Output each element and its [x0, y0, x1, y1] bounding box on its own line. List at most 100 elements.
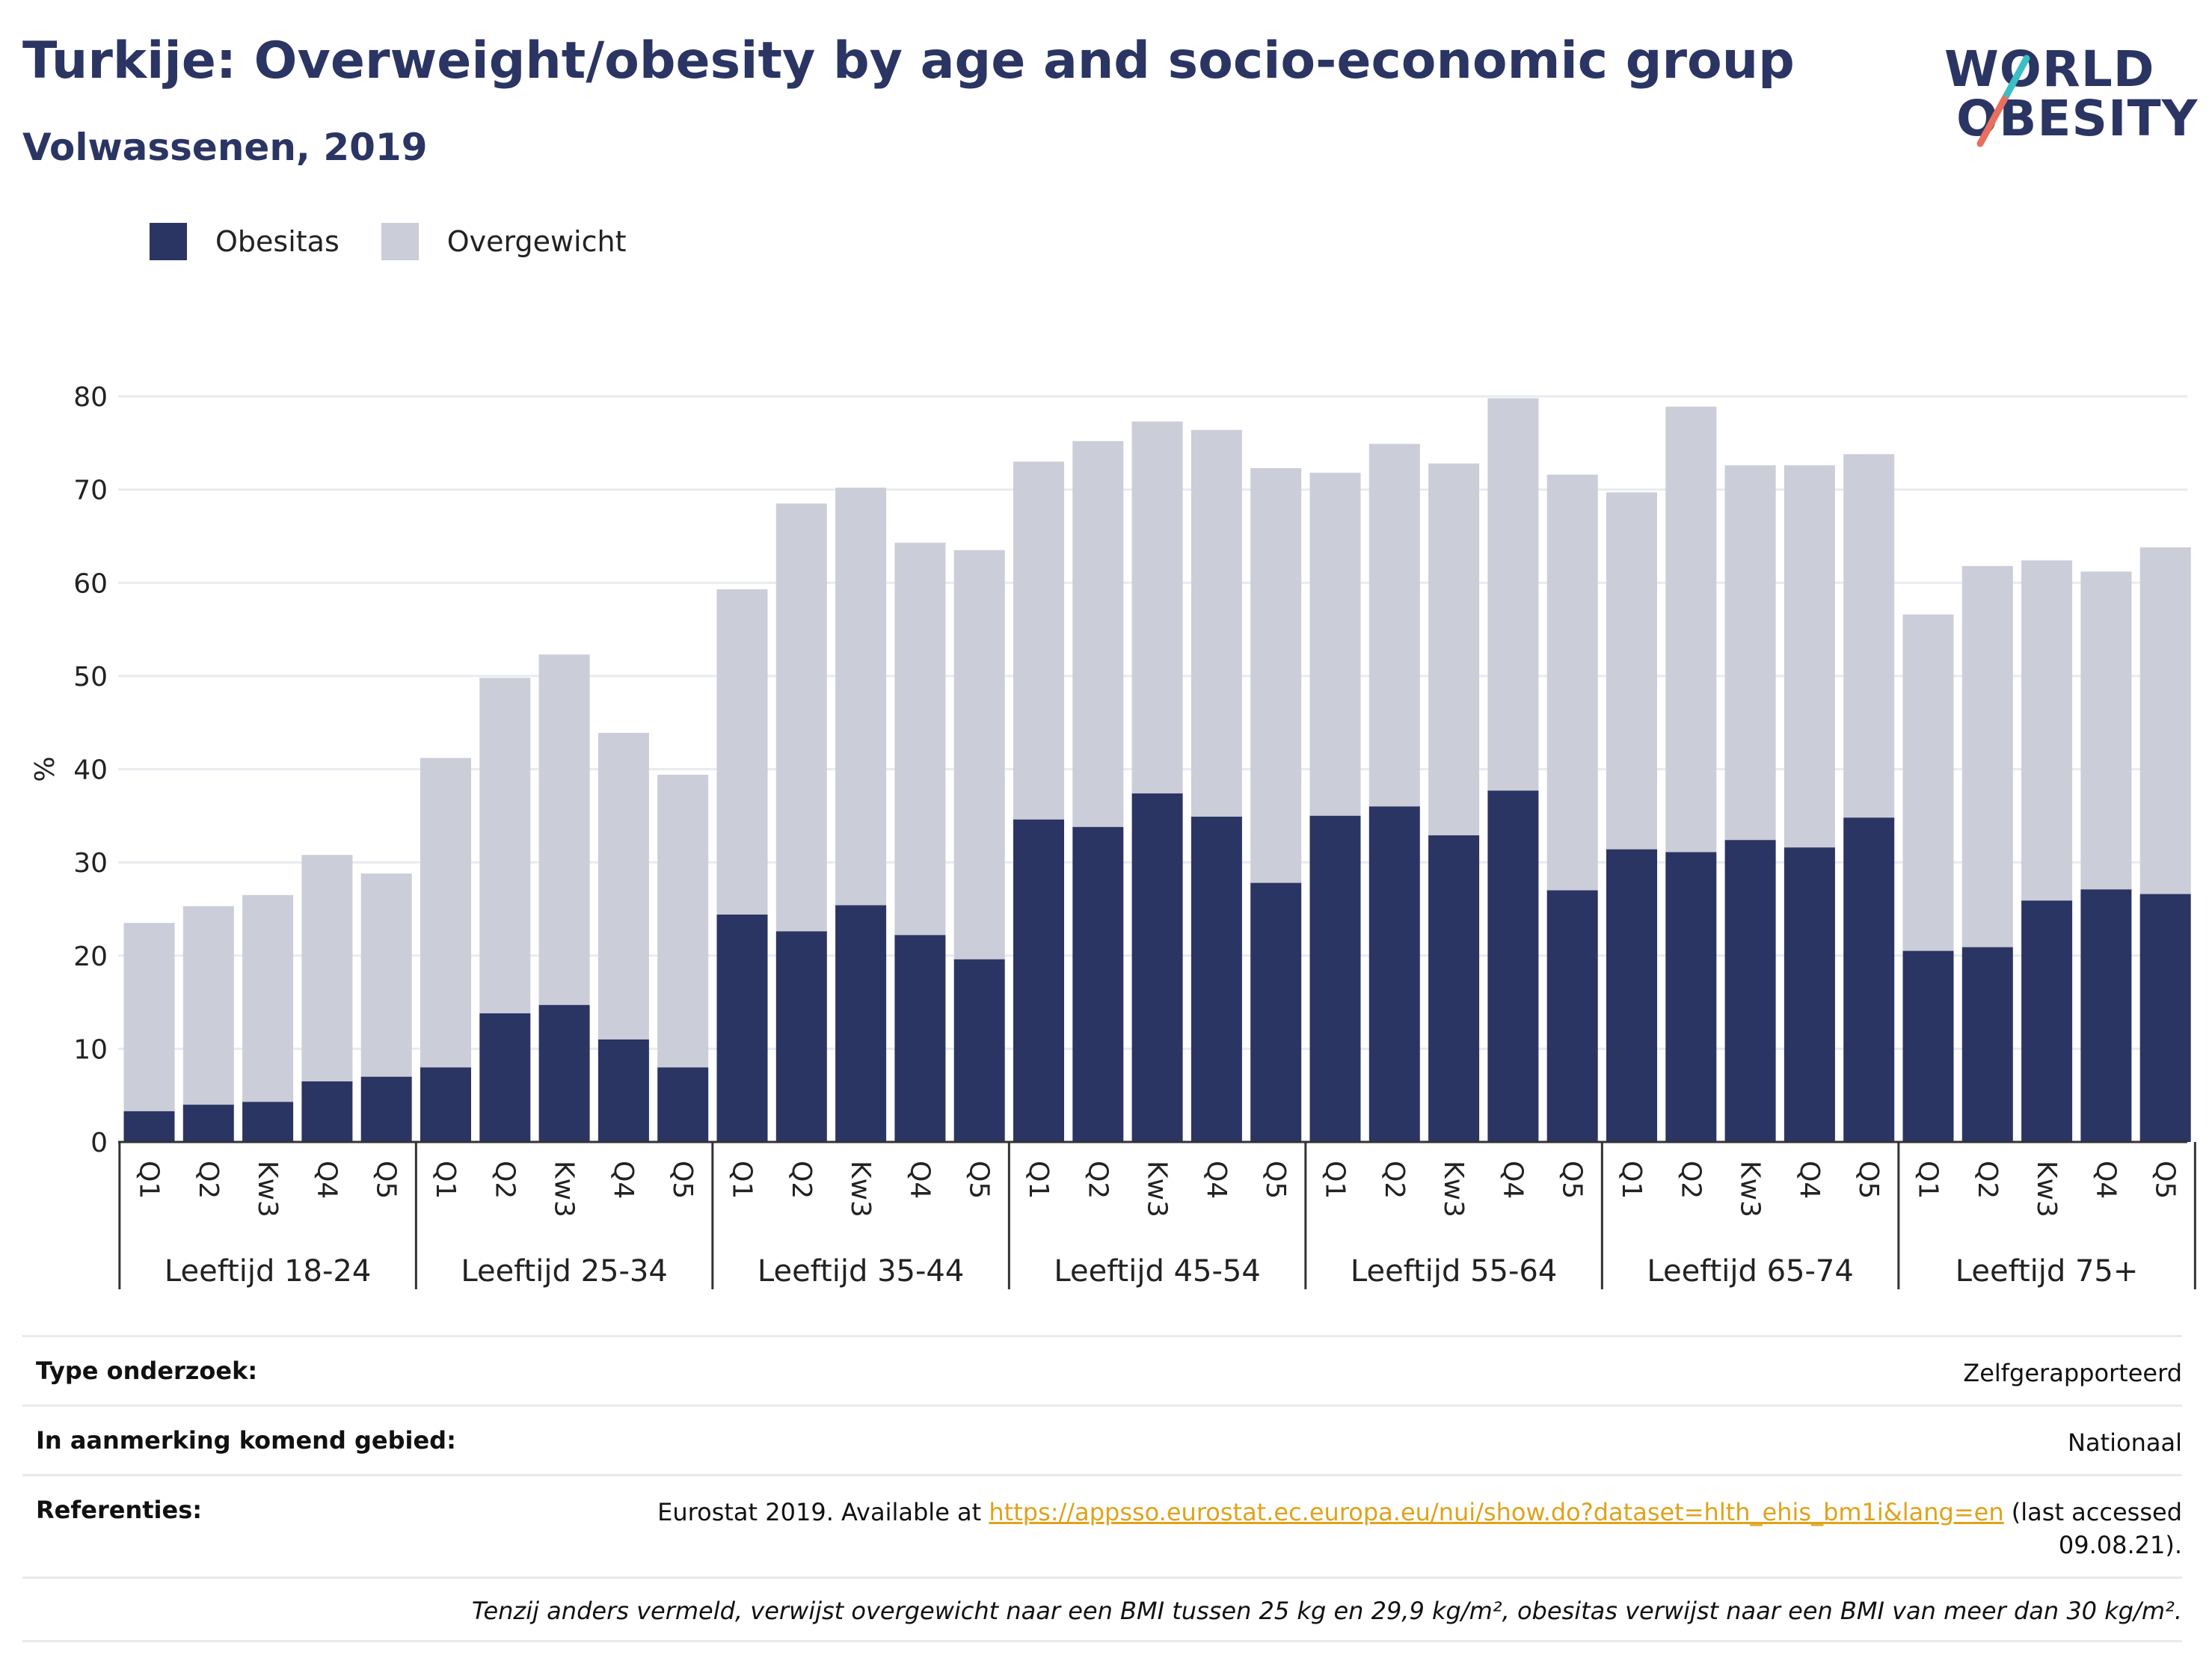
bar-overweight-g1-q4: [597, 732, 649, 1040]
legend-item-overweight: Overgewicht: [381, 223, 627, 260]
x-tick-label-g3-q2: Q2: [1082, 1161, 1113, 1199]
x-tick-label-g4-kw3: Kw3: [1438, 1161, 1469, 1218]
bar-overweight-g3-q1: [1013, 461, 1064, 820]
bar-overweight-g1-q5: [657, 774, 709, 1068]
bar-obesity-g5-kw3: [1724, 840, 1776, 1142]
world-obesity-logo: WORLD OBESITY: [1944, 22, 2199, 165]
x-tick-label-g2-kw3: Kw3: [845, 1161, 876, 1218]
bar-overweight-g5-q4: [1784, 465, 1835, 848]
x-tick-label-g3-q4: Q4: [1201, 1161, 1232, 1199]
bar-overweight-g1-kw3: [538, 654, 590, 1005]
x-tick-label-g6-kw3: Kw3: [2031, 1161, 2062, 1218]
bar-obesity-g4-q4: [1487, 790, 1539, 1142]
bar-obesity-g1-kw3: [538, 1004, 590, 1142]
bar-obesity-g6-q2: [1961, 947, 2013, 1142]
bar-overweight-g4-kw3: [1428, 463, 1480, 835]
group-label-3: Leeftijd 45-54: [1054, 1254, 1260, 1289]
bar-obesity-g6-kw3: [2021, 900, 2073, 1142]
bar-obesity-g0-q5: [360, 1076, 412, 1142]
stacked-bar-chart: 0 10 20 30 40 50 60 70 80% Q1 Q2 Kw3 Q4 Q5 Q1 Q2 Kw3 Q4 Q5…: [30, 382, 2196, 1289]
group-label-0: Leeftijd 18-24: [165, 1254, 371, 1289]
bar-overweight-g3-q5: [1250, 467, 1302, 883]
chart-title: Turkije: Overweight/obesity by age and s…: [22, 31, 1795, 90]
reference-suffix: (last accessed 09.08.21).: [2003, 1498, 2182, 1559]
bar-obesity-g2-kw3: [835, 905, 887, 1142]
x-tick-label-g3-q5: Q5: [1260, 1161, 1291, 1199]
bar-obesity-g0-q4: [301, 1081, 353, 1142]
logo-slash-icon: [1976, 55, 2030, 147]
bar-overweight-g5-kw3: [1724, 465, 1776, 841]
bar-obesity-g2-q4: [894, 935, 946, 1142]
y-tick-label-30: 30: [73, 848, 108, 879]
bar-overweight-g4-q2: [1368, 443, 1420, 807]
x-tick-label-g0-q5: Q5: [371, 1161, 402, 1199]
legend-swatch-overweight: [381, 223, 419, 260]
meta-row-references: Referenties: Eurostat 2019. Available at…: [22, 1474, 2182, 1576]
x-tick-label-g6-q5: Q5: [2150, 1161, 2181, 1199]
y-axis-title: %: [30, 756, 61, 782]
x-tick-label-g6-q1: Q1: [1913, 1161, 1944, 1199]
bar-obesity-g6-q1: [1902, 951, 1954, 1142]
y-tick-label-40: 40: [73, 755, 108, 786]
bar-obesity-g5-q2: [1665, 852, 1717, 1142]
logo-word-world: WORLD: [1944, 40, 2155, 98]
y-tick-label-60: 60: [73, 568, 108, 599]
meta-key-survey-type: Type onderzoek:: [36, 1357, 258, 1385]
bar-obesity-g3-q5: [1250, 882, 1302, 1142]
chart-legend: Obesitas Overgewicht: [150, 221, 669, 262]
bar-obesity-g2-q2: [775, 931, 827, 1142]
meta-val-references: Eurostat 2019. Available at https://apps…: [649, 1496, 2182, 1562]
legend-swatch-obesity: [150, 223, 187, 260]
legend-label-obesity: Obesitas: [215, 225, 340, 258]
legend-item-obesity: Obesitas: [150, 223, 340, 260]
meta-key-references: Referenties:: [36, 1496, 203, 1524]
x-tick-label-g4-q1: Q1: [1320, 1161, 1351, 1199]
group-label-1: Leeftijd 25-34: [461, 1254, 667, 1289]
bar-overweight-g5-q2: [1665, 406, 1717, 853]
x-tick-label-g1-q2: Q2: [489, 1161, 520, 1199]
x-tick-label-g4-q2: Q2: [1379, 1161, 1410, 1199]
bar-overweight-g6-kw3: [2021, 560, 2073, 901]
bar-obesity-g2-q1: [716, 914, 768, 1142]
bar-overweight-g5-q1: [1606, 492, 1657, 850]
bar-overweight-g5-q5: [1843, 454, 1895, 818]
logo-slash-coral: [1976, 90, 2011, 147]
bar-obesity-g4-q2: [1368, 806, 1420, 1142]
y-tick-label-70: 70: [73, 476, 108, 506]
x-tick-label-g5-q1: Q1: [1616, 1161, 1647, 1199]
bar-obesity-g3-kw3: [1131, 793, 1183, 1142]
x-tick-label-g5-q5: Q5: [1853, 1161, 1884, 1199]
bar-overweight-g2-q5: [953, 550, 1005, 959]
x-tick-label-g0-q2: Q2: [193, 1161, 224, 1199]
metadata-table: Type onderzoek: Zelfgerapporteerd In aan…: [22, 1335, 2182, 1642]
x-tick-label-g1-q4: Q4: [608, 1161, 639, 1199]
x-tick-label-g2-q4: Q4: [904, 1161, 935, 1199]
x-tick-label-g4-q5: Q5: [1557, 1161, 1588, 1199]
x-tick-label-g6-q4: Q4: [2090, 1161, 2121, 1199]
bar-obesity-g6-q4: [2080, 889, 2132, 1142]
x-tick-label-g1-q5: Q5: [667, 1161, 698, 1199]
group-label-2: Leeftijd 35-44: [758, 1254, 964, 1289]
meta-val-survey-type: Zelfgerapporteerd: [1963, 1359, 2182, 1387]
x-tick-label-g0-q4: Q4: [311, 1161, 342, 1199]
x-tick-label-g0-kw3: Kw3: [252, 1161, 283, 1218]
group-label-4: Leeftijd 55-64: [1351, 1254, 1557, 1289]
bar-obesity-g1-q5: [657, 1067, 709, 1142]
bar-overweight-g0-kw3: [242, 894, 294, 1102]
meta-row-survey-type: Type onderzoek: Zelfgerapporteerd: [22, 1335, 2182, 1404]
bar-overweight-g0-q1: [123, 923, 175, 1111]
bar-overweight-g2-q4: [894, 542, 946, 936]
bar-obesity-g5-q4: [1784, 847, 1835, 1142]
reference-prefix: Eurostat 2019. Available at: [657, 1498, 989, 1526]
bar-obesity-g0-q2: [182, 1105, 234, 1142]
reference-link[interactable]: https://appsso.eurostat.ec.europa.eu/nui…: [989, 1498, 2004, 1526]
bar-obesity-g3-q2: [1072, 826, 1124, 1142]
y-tick-label-0: 0: [90, 1128, 108, 1158]
x-tick-label-g2-q1: Q1: [727, 1161, 758, 1199]
bar-obesity-g6-q5: [2139, 894, 2191, 1142]
group-label-5: Leeftijd 65-74: [1647, 1254, 1853, 1289]
x-tick-label-g5-q4: Q4: [1794, 1161, 1825, 1199]
x-tick-label-g2-q2: Q2: [786, 1161, 817, 1199]
x-tick-label-g2-q5: Q5: [964, 1161, 995, 1199]
bar-overweight-g4-q4: [1487, 398, 1539, 791]
